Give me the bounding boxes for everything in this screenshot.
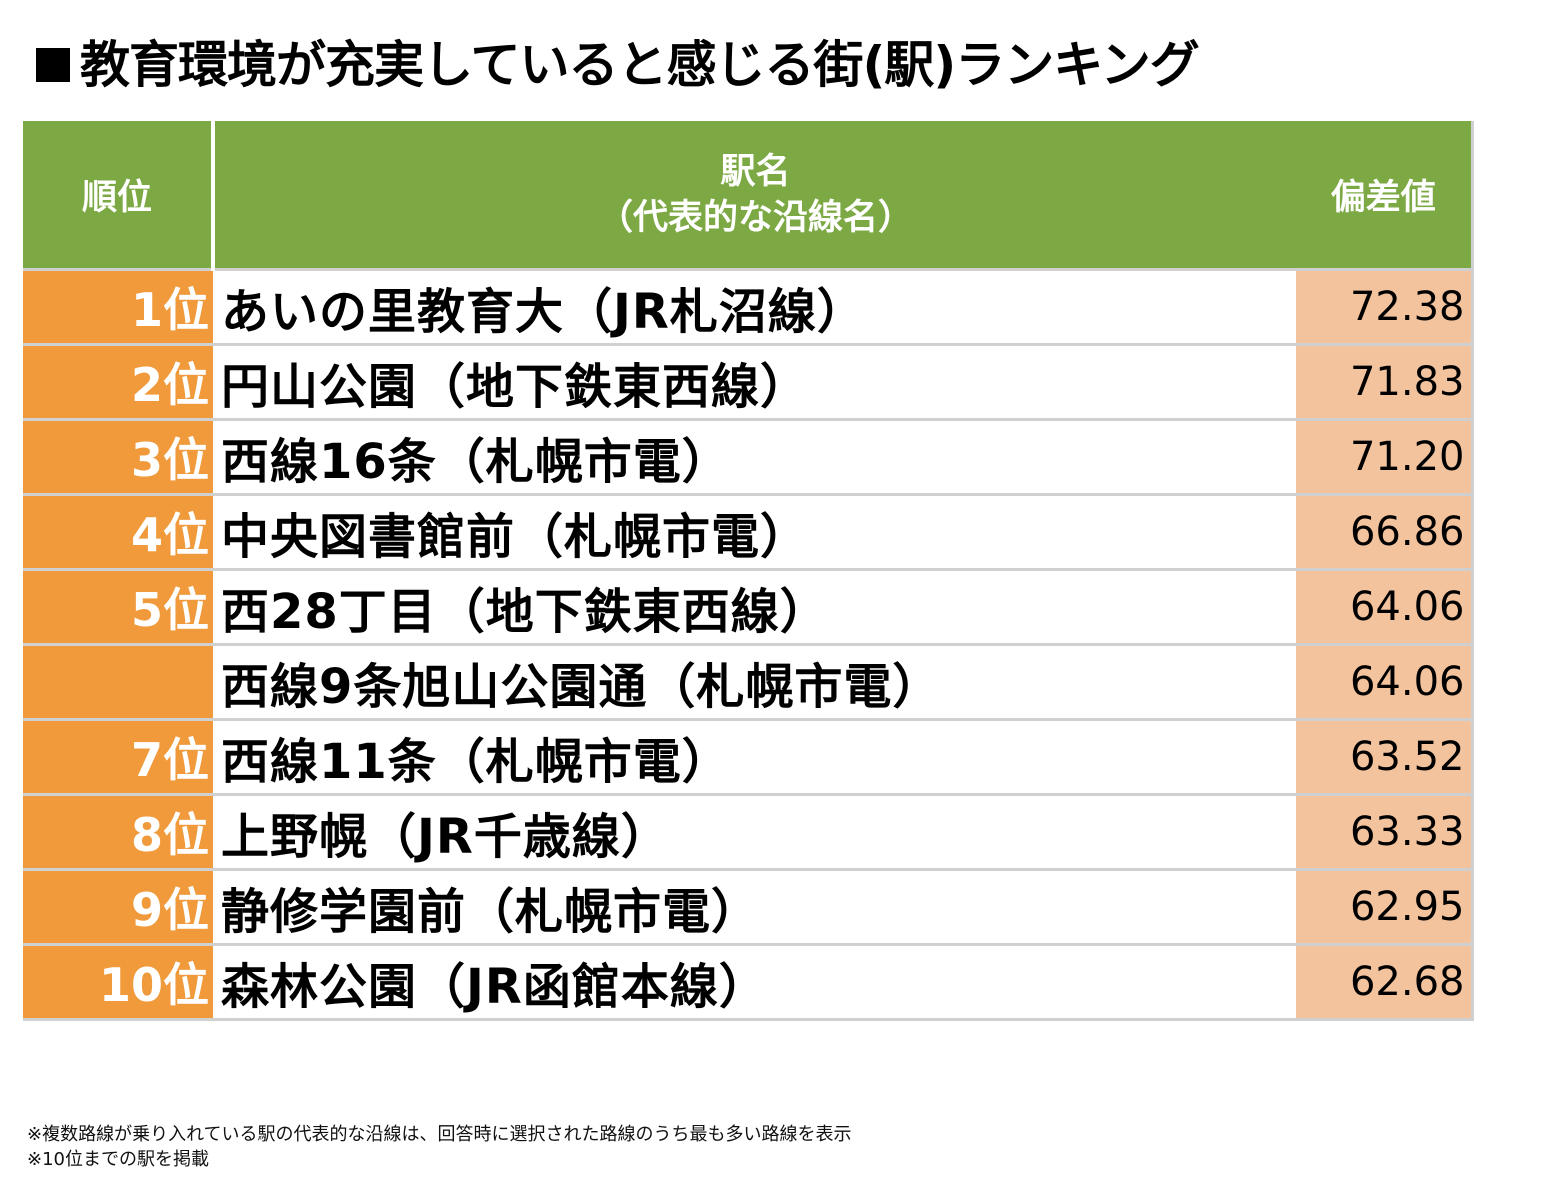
station-cell: 西28丁目（地下鉄東西線） — [213, 569, 1296, 646]
station-cell: 上野幌（JR千歳線） — [213, 794, 1296, 871]
station-cell: 中央図書館前（札幌市電） — [213, 494, 1296, 571]
table-row: 9位 静修学園前（札幌市電） 62.95 — [23, 869, 1472, 946]
score-cell: 62.95 — [1296, 869, 1472, 946]
score-cell: 64.06 — [1296, 569, 1472, 646]
table-row: 10位 森林公園（JR函館本線） 62.68 — [23, 944, 1472, 1021]
table-header-row: 順位 駅名 （代表的な沿線名） 偏差値 — [23, 121, 1472, 270]
rank-cell: 3位 — [23, 419, 213, 496]
table-row: 2位 円山公園（地下鉄東西線） 71.83 — [23, 344, 1472, 421]
rank-cell: 5位 — [23, 569, 213, 646]
rank-cell: 1位 — [23, 268, 213, 346]
square-bullet-icon — [36, 47, 70, 82]
footnote: ※複数路線が乗り入れている駅の代表的な沿線は、回答時に選択された路線のうち最も多… — [27, 1124, 852, 1145]
column-header-rank: 順位 — [23, 121, 215, 270]
ranking-table: 順位 駅名 （代表的な沿線名） 偏差値 1位 あいの里教育大（JR札沼線） 72… — [23, 121, 1474, 1021]
station-cell: 静修学園前（札幌市電） — [213, 869, 1296, 946]
column-header-station: 駅名 （代表的な沿線名） — [213, 121, 1296, 270]
station-cell: 西線16条（札幌市電） — [213, 419, 1296, 496]
station-cell: 円山公園（地下鉄東西線） — [213, 344, 1296, 421]
score-cell: 64.06 — [1296, 644, 1472, 721]
score-cell: 66.86 — [1296, 494, 1472, 571]
station-cell: 西線9条旭山公園通（札幌市電） — [213, 644, 1296, 721]
table-row: 7位 西線11条（札幌市電） 63.52 — [23, 719, 1472, 796]
rank-cell: 2位 — [23, 344, 213, 421]
station-cell: 森林公園（JR函館本線） — [213, 944, 1296, 1021]
column-header-station-line1: 駅名 — [720, 151, 791, 192]
table-row: 西線9条旭山公園通（札幌市電） 64.06 — [23, 644, 1472, 721]
table-row: 4位 中央図書館前（札幌市電） 66.86 — [23, 494, 1472, 571]
footnote: ※10位までの駅を掲載 — [27, 1149, 209, 1170]
rank-cell: 8位 — [23, 794, 213, 871]
rank-cell: 7位 — [23, 719, 213, 796]
score-cell: 71.83 — [1296, 344, 1472, 421]
column-header-score: 偏差値 — [1296, 121, 1472, 270]
station-cell: 西線11条（札幌市電） — [213, 719, 1296, 796]
score-cell: 63.52 — [1296, 719, 1472, 796]
rank-cell: 4位 — [23, 494, 213, 571]
score-cell: 62.68 — [1296, 944, 1472, 1021]
table-row: 3位 西線16条（札幌市電） 71.20 — [23, 419, 1472, 496]
score-cell: 71.20 — [1296, 419, 1472, 496]
table-row: 5位 西28丁目（地下鉄東西線） 64.06 — [23, 569, 1472, 646]
table-row: 8位 上野幌（JR千歳線） 63.33 — [23, 794, 1472, 871]
score-cell: 63.33 — [1296, 794, 1472, 871]
table-row: 1位 あいの里教育大（JR札沼線） 72.38 — [23, 268, 1472, 346]
column-header-station-line2: （代表的な沿線名） — [597, 197, 913, 238]
rank-cell — [23, 644, 213, 721]
footnotes: ※複数路線が乗り入れている駅の代表的な沿線は、回答時に選択された路線のうち最も多… — [27, 1122, 852, 1172]
rank-cell: 10位 — [23, 944, 213, 1021]
page-title: 教育環境が充実していると感じる街(駅)ランキング — [36, 30, 1200, 100]
page-title-text: 教育環境が充実していると感じる街(駅)ランキング — [80, 36, 1200, 94]
score-cell: 72.38 — [1296, 268, 1472, 346]
station-cell: あいの里教育大（JR札沼線） — [213, 268, 1296, 346]
rank-cell: 9位 — [23, 869, 213, 946]
